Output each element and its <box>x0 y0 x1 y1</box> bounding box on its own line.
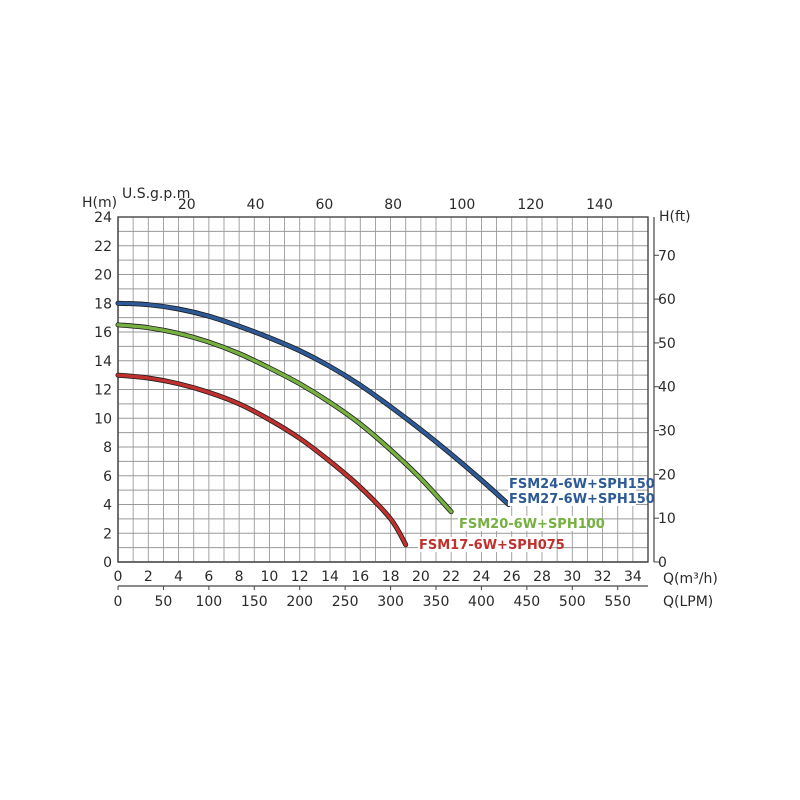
lpm-tick-label: 450 <box>513 594 540 610</box>
lpm-tick-label: 400 <box>468 594 495 610</box>
bottom-tick-label: 22 <box>442 569 460 585</box>
left-tick-label: 4 <box>103 498 112 514</box>
bottom-tick-label: 16 <box>351 569 369 585</box>
left-tick-label: 16 <box>94 325 112 341</box>
lpm-tick-label: 350 <box>423 594 450 610</box>
series-label-fsm24: FSM24-6W+SPH150 <box>509 477 655 492</box>
lpm-tick-label: 0 <box>114 594 123 610</box>
left-tick-label: 2 <box>103 526 112 542</box>
right-axis-title: H(ft) <box>659 209 691 225</box>
lpm-tick-label: 50 <box>155 594 173 610</box>
top-tick-label: 140 <box>586 197 613 213</box>
series-line <box>116 323 453 514</box>
left-tick-label: 12 <box>94 383 112 399</box>
top-axis-title: U.S.g.p.m <box>122 186 190 202</box>
bottom-tick-label: 18 <box>382 569 400 585</box>
lpm-tick-label: 550 <box>604 594 631 610</box>
bottom-tick-label: 28 <box>533 569 551 585</box>
left-tick-label: 22 <box>94 239 112 255</box>
left-tick-label: 6 <box>103 469 112 485</box>
top-tick-label: 60 <box>315 197 333 213</box>
bottom-axis-title-primary: Q(m³/h) <box>663 571 718 587</box>
right-tick-label: 50 <box>658 336 676 352</box>
bottom-tick-label: 4 <box>174 569 183 585</box>
lpm-tick-label: 200 <box>286 594 313 610</box>
lpm-tick-label: 300 <box>377 594 404 610</box>
bottom-axis-title-secondary: Q(LPM) <box>663 594 713 610</box>
lpm-tick-label: 500 <box>559 594 586 610</box>
top-tick-label: 120 <box>517 197 544 213</box>
series-lines <box>115 300 512 548</box>
bottom-tick-label: 10 <box>261 569 279 585</box>
lpm-tick-label: 250 <box>332 594 359 610</box>
plot-frame <box>117 216 649 563</box>
left-tick-label: 18 <box>94 296 112 312</box>
series-label-fsm27-bg <box>508 491 636 506</box>
bottom-tick-label: 0 <box>114 569 123 585</box>
right-tick-label: 10 <box>658 511 676 527</box>
series-line <box>116 301 511 507</box>
lpm-tick-label: 100 <box>195 594 222 610</box>
bottom-tick-label: 12 <box>291 569 309 585</box>
series-label-fsm17: FSM17-6W+SPH075 <box>419 538 565 553</box>
top-tick-label: 80 <box>384 197 402 213</box>
series-label-fsm17-bg <box>418 537 546 552</box>
bottom-tick-label: 8 <box>235 569 244 585</box>
left-tick-label: 0 <box>103 555 112 571</box>
bottom-tick-label: 20 <box>412 569 430 585</box>
series-line <box>116 373 408 547</box>
grid <box>117 216 659 590</box>
bottom-tick-label: 6 <box>204 569 213 585</box>
series-label-fsm20-bg <box>458 516 586 531</box>
bottom-tick-label: 24 <box>473 569 491 585</box>
bottom-tick-label: 14 <box>321 569 339 585</box>
right-tick-label: 60 <box>658 292 676 308</box>
left-tick-label: 8 <box>103 440 112 456</box>
right-tick-label: 0 <box>658 555 667 571</box>
series-label-fsm27: FSM27-6W+SPH150 <box>509 492 655 507</box>
bottom-tick-label: 2 <box>144 569 153 585</box>
series-label-fsm24-bg <box>508 476 636 491</box>
left-tick-label: 20 <box>94 268 112 284</box>
right-tick-label: 30 <box>658 424 676 440</box>
left-axis-title: H(m) <box>82 195 117 211</box>
lpm-tick-label: 150 <box>241 594 268 610</box>
top-tick-label: 100 <box>449 197 476 213</box>
right-tick-label: 20 <box>658 467 676 483</box>
series-label-fsm20: FSM20-6W+SPH100 <box>459 517 605 532</box>
bottom-tick-label: 26 <box>503 569 521 585</box>
left-tick-label: 24 <box>94 210 112 226</box>
bottom-tick-label: 34 <box>624 569 642 585</box>
right-tick-label: 70 <box>658 248 676 264</box>
bottom-tick-label: 32 <box>594 569 612 585</box>
right-tick-label: 40 <box>658 380 676 396</box>
left-tick-label: 10 <box>94 411 112 427</box>
top-tick-label: 20 <box>178 197 196 213</box>
left-tick-label: 14 <box>94 354 112 370</box>
bottom-tick-label: 30 <box>563 569 581 585</box>
top-tick-label: 40 <box>247 197 265 213</box>
